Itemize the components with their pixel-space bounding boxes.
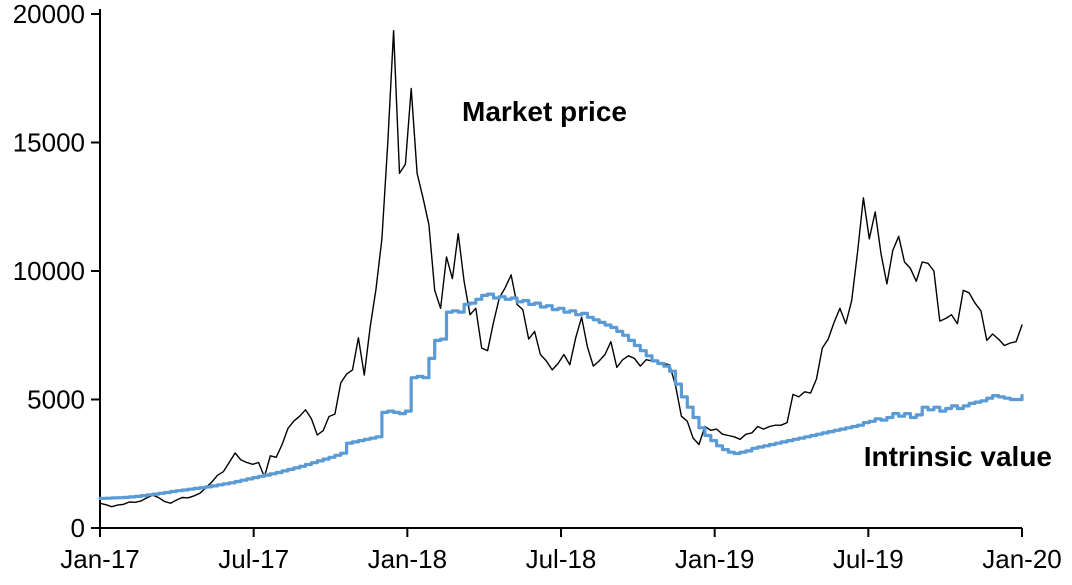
intrinsic-value-line: [98, 292, 1024, 500]
market-price-line: [99, 30, 1023, 508]
y-tick-label: 10000: [13, 256, 85, 286]
market-price-label: Market price: [462, 96, 627, 127]
x-tick-label: Jul-19: [833, 544, 904, 574]
x-tick-label: Jan-20: [982, 544, 1062, 574]
x-tick-label: Jan-17: [60, 544, 140, 574]
y-tick-label: 15000: [13, 128, 85, 158]
x-tick-label: Jan-19: [675, 544, 755, 574]
y-tick-label: 20000: [13, 0, 85, 29]
intrinsic-value-label: Intrinsic value: [864, 441, 1052, 472]
x-tick-label: Jul-18: [526, 544, 597, 574]
x-tick-label: Jul-17: [218, 544, 289, 574]
y-tick-label: 5000: [27, 385, 85, 415]
y-tick-label: 0: [71, 513, 85, 543]
x-tick-label: Jan-18: [368, 544, 448, 574]
